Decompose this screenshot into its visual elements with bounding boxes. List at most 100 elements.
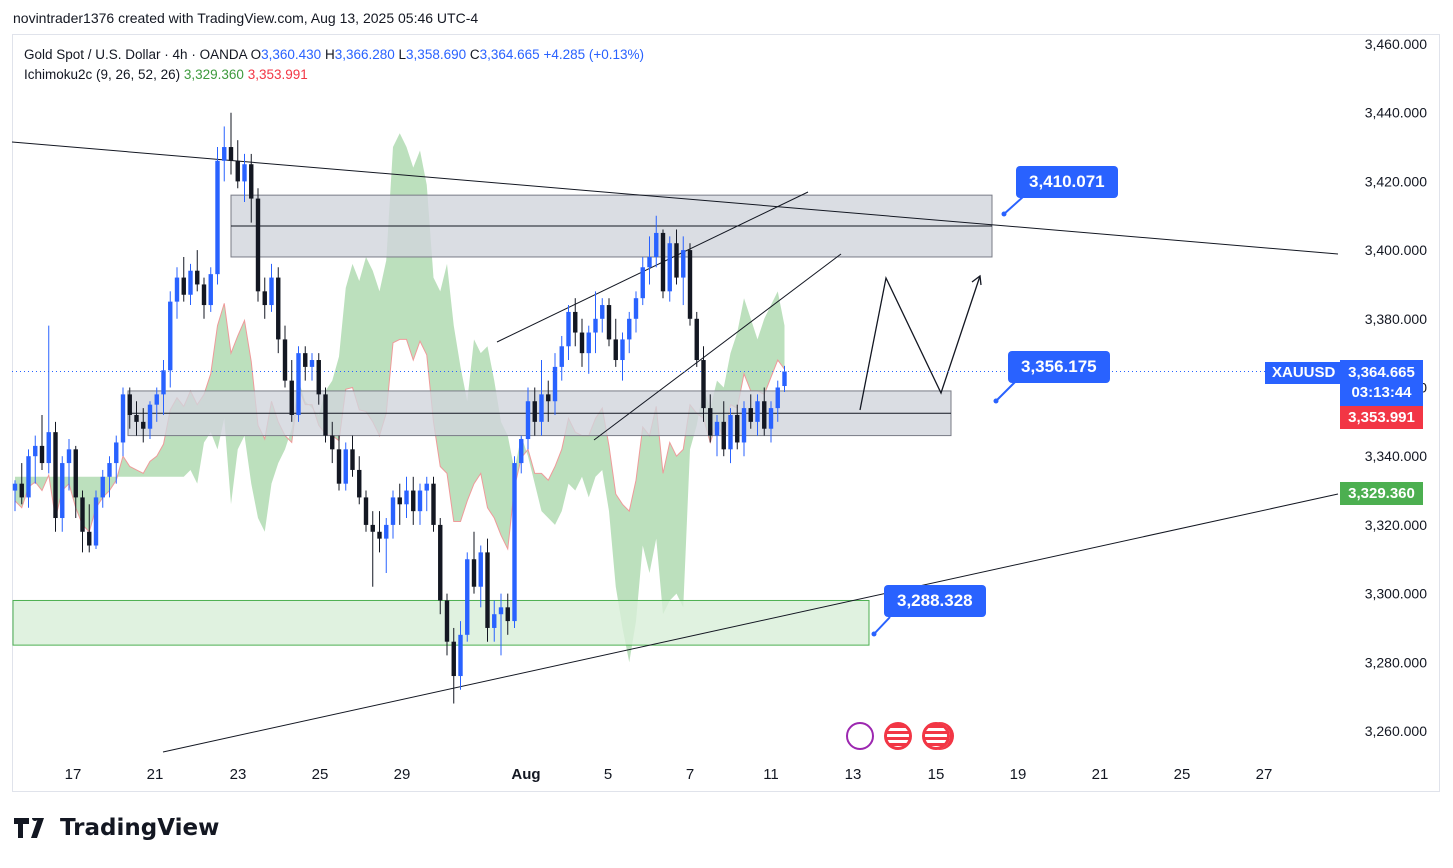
- candle-body: [282, 339, 288, 381]
- event-icons: [846, 722, 950, 750]
- candle-body: [438, 524, 443, 601]
- candle-body: [73, 449, 78, 498]
- candle-body: [134, 414, 139, 422]
- candle-body: [93, 497, 99, 546]
- tradingview-logo[interactable]: TradingView: [14, 815, 219, 841]
- tradingview-logo-icon: [14, 818, 44, 838]
- candle-body: [141, 421, 146, 429]
- price-axis-label: 3,340.000: [1365, 448, 1427, 464]
- candle-body: [255, 198, 261, 292]
- time-axis-label: 15: [928, 766, 945, 783]
- candle-body: [181, 277, 186, 295]
- candle-body: [748, 408, 753, 422]
- indicator-row: Ichimoku2c (9, 26, 52, 26) 3,329.360 3,3…: [24, 65, 644, 85]
- candle-body: [600, 305, 605, 319]
- price-axis-label: 3,440.000: [1365, 105, 1427, 121]
- time-axis-label: 25: [1174, 766, 1191, 783]
- candle-body: [768, 408, 774, 429]
- high-label: H: [324, 47, 335, 62]
- us-flag-event-icon[interactable]: [884, 722, 912, 750]
- candle-body: [660, 232, 666, 292]
- callout-pointer-2: [873, 616, 891, 635]
- candle-body: [66, 449, 72, 464]
- last-price-tag: 3,364.665 03:13:44: [1340, 360, 1423, 406]
- candle-body: [222, 147, 227, 161]
- zone-demand: [12, 599, 870, 646]
- candle-body: [100, 476, 105, 498]
- channel-upper-line: [496, 191, 809, 343]
- candle-body: [539, 394, 544, 422]
- candle-body: [471, 559, 477, 587]
- candle-body: [330, 435, 335, 450]
- candle-body: [620, 339, 625, 361]
- candle-body: [593, 318, 598, 333]
- indicator-value-span-b: 3,353.991: [247, 67, 308, 82]
- candle-body: [687, 250, 693, 319]
- time-axis-label: 21: [1092, 766, 1109, 783]
- candle-body: [694, 318, 699, 361]
- callout-lower-level[interactable]: 3,288.328: [884, 585, 986, 617]
- candle-body: [613, 339, 618, 361]
- candle-body: [755, 401, 760, 422]
- indicator-value-span-a: 3,329.360: [183, 67, 244, 82]
- close-label: C: [469, 47, 480, 62]
- candle-body: [370, 524, 375, 532]
- candle-body: [782, 371, 787, 387]
- candle-body: [451, 641, 456, 677]
- candle-body: [505, 607, 510, 622]
- candle-body: [174, 277, 180, 302]
- brand-name: TradingView: [60, 815, 220, 841]
- span-b-price-tag: 3,353.991: [1340, 406, 1423, 429]
- candle-body: [633, 298, 639, 319]
- candle-body: [512, 463, 517, 622]
- callout-anchor-1: [993, 398, 999, 404]
- candle-body: [235, 160, 240, 182]
- candle-body: [303, 353, 308, 367]
- candle-body: [566, 311, 571, 347]
- candle-body: [39, 445, 45, 464]
- candle-body: [296, 353, 301, 415]
- candle-body: [397, 497, 402, 505]
- candle-body: [546, 394, 551, 402]
- last-price-value: 3,364.665: [1348, 364, 1415, 381]
- span-a-price-tag: 3,329.360: [1340, 482, 1423, 505]
- candle-body: [60, 463, 65, 519]
- candle-body: [735, 414, 740, 443]
- candle-body: [336, 449, 342, 484]
- indicator-name[interactable]: Ichimoku2c (9, 26, 52, 26): [24, 67, 181, 82]
- candle-body: [701, 360, 706, 409]
- price-axis-label: 3,280.000: [1365, 654, 1427, 670]
- time-axis-label: 23: [230, 766, 247, 783]
- time-axis-label: 7: [686, 766, 694, 783]
- candle-body: [363, 497, 369, 525]
- flash-event-icon[interactable]: [846, 722, 874, 750]
- callout-middle-level[interactable]: 3,356.175: [1008, 351, 1110, 383]
- candle-body: [323, 394, 328, 436]
- candle-body: [168, 301, 173, 371]
- callout-upper-level[interactable]: 3,410.071: [1016, 166, 1118, 198]
- candle-body: [424, 483, 429, 491]
- callout-pointer-0: [1003, 195, 1025, 215]
- candle-body: [721, 421, 726, 450]
- candle-body: [681, 250, 686, 278]
- candle-body: [606, 305, 612, 340]
- price-axis-label: 3,400.000: [1365, 242, 1427, 258]
- price-axis-label: 3,420.000: [1365, 173, 1427, 189]
- candle-body: [262, 291, 267, 306]
- candle-body: [492, 614, 497, 628]
- candle-body: [120, 394, 126, 443]
- channel-lower-line: [593, 253, 842, 441]
- candle-body: [741, 408, 747, 443]
- candle-body: [269, 277, 274, 306]
- candle-body: [647, 256, 652, 268]
- candle-body: [559, 346, 564, 367]
- us-flag-event-stack-icon[interactable]: [922, 722, 950, 750]
- candle-body: [444, 600, 450, 642]
- candle-body: [289, 380, 294, 415]
- candle-body: [350, 449, 355, 470]
- bar-countdown: 03:13:44: [1351, 384, 1412, 401]
- symbol-title[interactable]: Gold Spot / U.S. Dollar · 4h · OANDA: [24, 47, 247, 62]
- candle-body: [53, 432, 58, 519]
- candle-body: [316, 360, 321, 395]
